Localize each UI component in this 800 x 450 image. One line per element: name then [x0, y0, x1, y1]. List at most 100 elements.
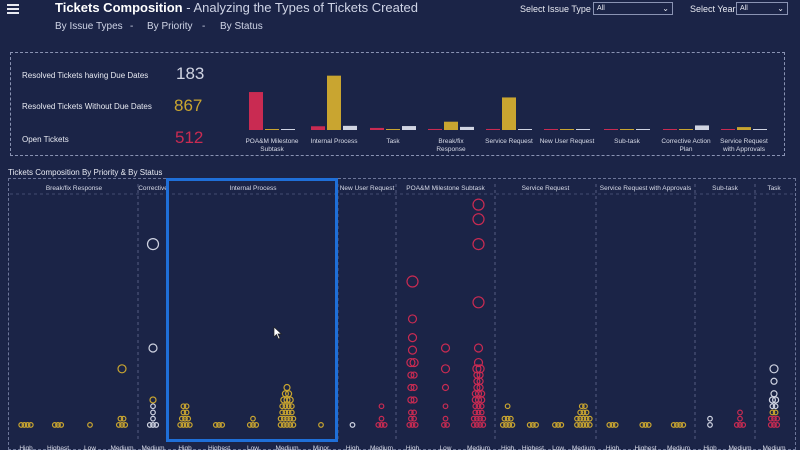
nav-separator: - — [202, 21, 206, 32]
scatter-point — [472, 213, 485, 226]
scatter-point — [407, 345, 418, 355]
scatter-point — [117, 415, 124, 422]
scatter-point — [407, 333, 418, 343]
bar-category-label: Subtask — [260, 146, 284, 153]
scatter-point — [183, 403, 190, 410]
bar — [343, 125, 357, 130]
scatter-title: Tickets Composition By Priority & By Sta… — [8, 168, 163, 177]
scatter-point — [478, 409, 485, 416]
scatter-point — [477, 422, 484, 428]
nav-by-issue-types[interactable]: By Issue Types — [55, 21, 123, 32]
group-header: Break/fix Response — [46, 185, 103, 192]
scatter-point — [290, 415, 297, 422]
scatter-point — [440, 343, 451, 353]
priority-tick-label: High — [178, 445, 192, 450]
scatter-point — [580, 415, 587, 422]
scatter-point — [286, 396, 294, 404]
nav-by-priority[interactable]: By Priority — [147, 21, 193, 32]
bar-category-label: New User Request — [540, 138, 595, 145]
priority-status-scatter-chart: Break/fix Response High Highest Low Medium Co… — [10, 184, 793, 450]
scatter-point — [409, 422, 416, 428]
scatter-point — [178, 415, 185, 422]
scatter-point — [769, 403, 776, 410]
bar — [663, 129, 677, 130]
scatter-point — [149, 396, 157, 404]
group-header: Internal Process — [230, 185, 278, 192]
scatter-point — [250, 415, 256, 422]
scatter-point — [504, 403, 511, 410]
year-select[interactable]: All ⌄ — [736, 2, 788, 15]
bar — [311, 126, 325, 130]
scatter-point — [250, 422, 256, 428]
scatter-point — [642, 422, 649, 428]
scatter-point — [120, 415, 127, 422]
scatter-point — [737, 409, 743, 416]
scatter-point — [472, 296, 485, 309]
scatter-point — [246, 422, 253, 428]
scatter-point — [475, 403, 482, 410]
bar — [679, 129, 693, 130]
bar-category-label: Plan — [679, 146, 692, 153]
scatter-point — [24, 422, 31, 428]
scatter-point — [504, 415, 511, 422]
scatter-point — [475, 364, 485, 374]
scatter-point — [577, 409, 584, 416]
priority-tick-label: Medium — [275, 445, 298, 450]
scatter-point — [283, 396, 291, 404]
scatter-point — [680, 422, 687, 428]
scatter-point — [577, 422, 584, 428]
scatter-point — [281, 390, 289, 398]
scatter-point — [507, 415, 514, 422]
kpi-label-resolved-due: Resolved Tickets having Due Dates — [22, 71, 149, 80]
scatter-point — [670, 422, 677, 428]
page-title: Tickets Composition - Analyzing the Type… — [55, 0, 418, 15]
priority-tick-label: Medium — [110, 445, 133, 450]
chevron-down-icon: ⌄ — [662, 4, 669, 13]
scatter-point — [772, 409, 779, 416]
scatter-point — [769, 364, 779, 374]
bar — [486, 128, 500, 130]
scatter-point — [21, 422, 28, 428]
hamburger-menu-icon[interactable] — [7, 4, 19, 14]
priority-tick-label: Highest — [522, 445, 544, 450]
scatter-point — [408, 415, 414, 422]
bar — [428, 128, 442, 130]
priority-tick-label: Medium — [762, 445, 785, 450]
scatter-point — [408, 409, 414, 416]
scatter-point — [470, 422, 477, 428]
scatter-point — [180, 403, 187, 410]
scatter-point — [280, 415, 287, 422]
scatter-point — [774, 415, 781, 422]
scatter-point — [117, 364, 127, 374]
scatter-point — [378, 403, 385, 410]
issue-type-select[interactable]: All ⌄ — [593, 2, 673, 15]
group-header: New User Request — [340, 185, 395, 192]
scatter-point — [185, 415, 192, 422]
bar — [327, 75, 341, 130]
nav-separator: - — [130, 21, 134, 32]
priority-tick-label: Low — [247, 445, 259, 450]
nav-by-status[interactable]: By Status — [220, 21, 263, 32]
group-header: Service Request with Approvals — [600, 185, 692, 192]
scatter-point — [442, 415, 449, 422]
scatter-point — [410, 371, 418, 379]
scatter-point — [287, 415, 294, 422]
scatter-point — [288, 409, 295, 416]
priority-tick-label: Medium — [467, 445, 490, 450]
scatter-point — [737, 415, 743, 422]
selection-highlight — [166, 178, 338, 442]
scatter-point — [674, 422, 680, 428]
bar — [560, 129, 574, 130]
bar-category-label: Internal Process — [311, 138, 359, 145]
priority-tick-label: Low — [552, 445, 564, 450]
kpi-value-resolved-due: 183 — [176, 64, 205, 83]
scatter-point — [180, 422, 187, 428]
scatter-point — [277, 422, 284, 428]
bar — [281, 129, 295, 130]
scatter-point — [115, 422, 122, 428]
scatter-point — [677, 422, 683, 428]
scatter-point — [770, 377, 778, 385]
scatter-point — [282, 403, 289, 410]
scatter-point — [474, 415, 480, 422]
scatter-point — [707, 415, 713, 422]
